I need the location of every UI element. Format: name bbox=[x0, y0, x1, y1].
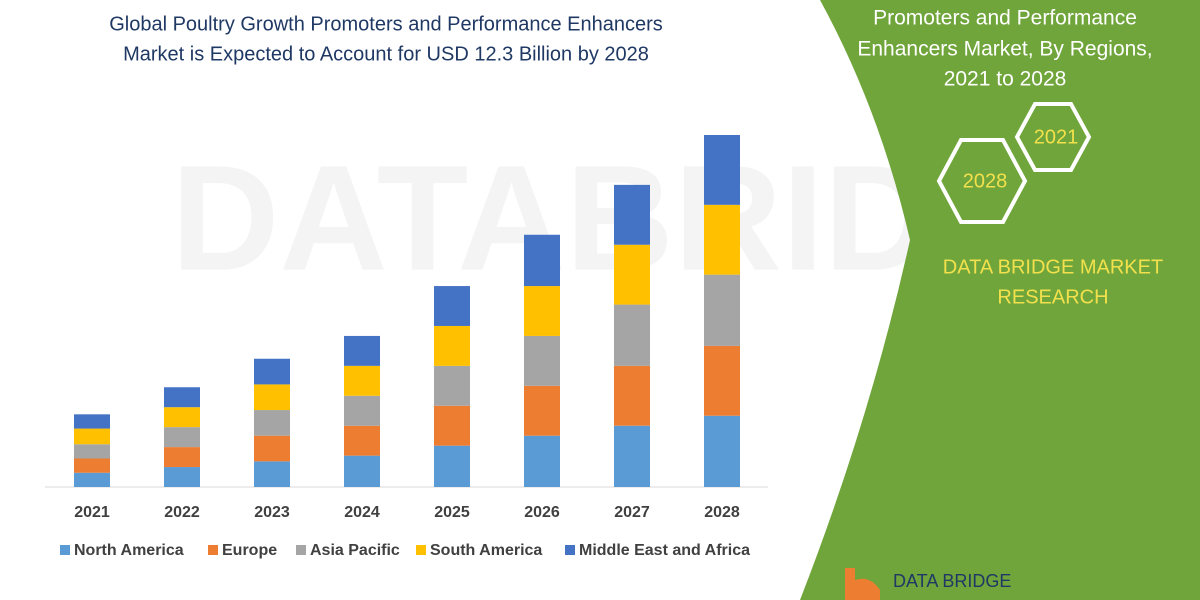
bar-segment bbox=[164, 407, 200, 428]
hexagon bbox=[936, 138, 1028, 224]
legend-label: Asia Pacific bbox=[310, 542, 400, 559]
bar-segment bbox=[704, 274, 740, 346]
bar-segment bbox=[254, 384, 290, 411]
bar-segment bbox=[74, 444, 110, 459]
x-tick-label: 2028 bbox=[704, 504, 740, 521]
hexagon-label: 2028 bbox=[963, 170, 1008, 192]
bar-segment bbox=[164, 467, 200, 487]
bar-segment bbox=[344, 395, 380, 426]
legend-swatch bbox=[296, 545, 306, 555]
panel-heading: 2021 to 2028 bbox=[944, 68, 1067, 91]
x-tick-label: 2021 bbox=[74, 504, 110, 521]
bar-segment bbox=[614, 184, 650, 245]
legend-swatch bbox=[208, 545, 218, 555]
bar-segment bbox=[524, 335, 560, 386]
legend-swatch bbox=[416, 545, 426, 555]
bar-segment bbox=[614, 365, 650, 426]
bar-segment bbox=[74, 414, 110, 429]
bar-segment bbox=[524, 435, 560, 487]
bar-segment bbox=[254, 461, 290, 487]
x-tick-label: 2026 bbox=[524, 504, 560, 521]
logo-icon bbox=[845, 568, 880, 600]
bar-segment bbox=[344, 335, 380, 366]
bar-segment bbox=[254, 410, 290, 436]
bar-segment bbox=[164, 427, 200, 448]
legend-swatch bbox=[565, 545, 575, 555]
panel-heading: Enhancers Market, By Regions, bbox=[857, 38, 1152, 61]
x-tick-label: 2022 bbox=[164, 504, 200, 521]
x-tick-label: 2024 bbox=[344, 504, 380, 521]
bar-segment bbox=[434, 365, 470, 406]
bar-segment bbox=[74, 428, 110, 445]
bar-segment bbox=[344, 365, 380, 396]
bar-segment bbox=[164, 447, 200, 468]
bar-segment bbox=[254, 358, 290, 385]
bar-segment bbox=[344, 425, 380, 456]
legend-label: South America bbox=[430, 542, 542, 559]
bar-segment bbox=[524, 385, 560, 436]
hexagon bbox=[1014, 102, 1092, 172]
brand: DATA BRIDGE MARKET bbox=[943, 256, 1163, 278]
panel-heading: Promoters and Performance bbox=[873, 7, 1137, 30]
bar-segment bbox=[434, 325, 470, 366]
logo-text: DATA BRIDGE bbox=[893, 571, 1011, 591]
bar-segment bbox=[254, 435, 290, 462]
bar-segment bbox=[614, 244, 650, 305]
bar-segment bbox=[74, 458, 110, 473]
bar-segment bbox=[524, 286, 560, 336]
bar-segment bbox=[434, 286, 470, 326]
x-tick-label: 2027 bbox=[614, 504, 650, 521]
legend-label: North America bbox=[74, 542, 184, 559]
x-tick-label: 2023 bbox=[254, 504, 290, 521]
legend-swatch bbox=[60, 545, 70, 555]
bar-segment bbox=[704, 345, 740, 416]
bar-segment bbox=[614, 425, 650, 487]
chart-title: Global Poultry Growth Promoters and Perf… bbox=[109, 13, 663, 35]
x-tick-label: 2025 bbox=[434, 504, 470, 521]
bar-segment bbox=[524, 234, 560, 287]
bar-segment bbox=[164, 387, 200, 408]
bar-segment bbox=[704, 204, 740, 275]
bar-segment bbox=[704, 135, 740, 205]
legend-label: Europe bbox=[222, 542, 277, 559]
bar-segment bbox=[614, 304, 650, 366]
bar-segment bbox=[74, 472, 110, 487]
brand: RESEARCH bbox=[997, 286, 1108, 308]
side-panel bbox=[800, 0, 1200, 600]
bar-segment bbox=[434, 445, 470, 487]
bar-segment bbox=[704, 415, 740, 487]
legend-label: Middle East and Africa bbox=[579, 542, 750, 559]
hexagon-label: 2021 bbox=[1034, 126, 1079, 148]
bar-segment bbox=[434, 405, 470, 446]
chart-title: Market is Expected to Account for USD 12… bbox=[123, 43, 649, 65]
bar-segment bbox=[344, 455, 380, 487]
